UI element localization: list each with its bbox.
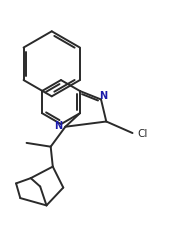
Text: Cl: Cl (137, 129, 148, 139)
Text: N: N (54, 121, 62, 131)
Text: N: N (99, 91, 107, 101)
